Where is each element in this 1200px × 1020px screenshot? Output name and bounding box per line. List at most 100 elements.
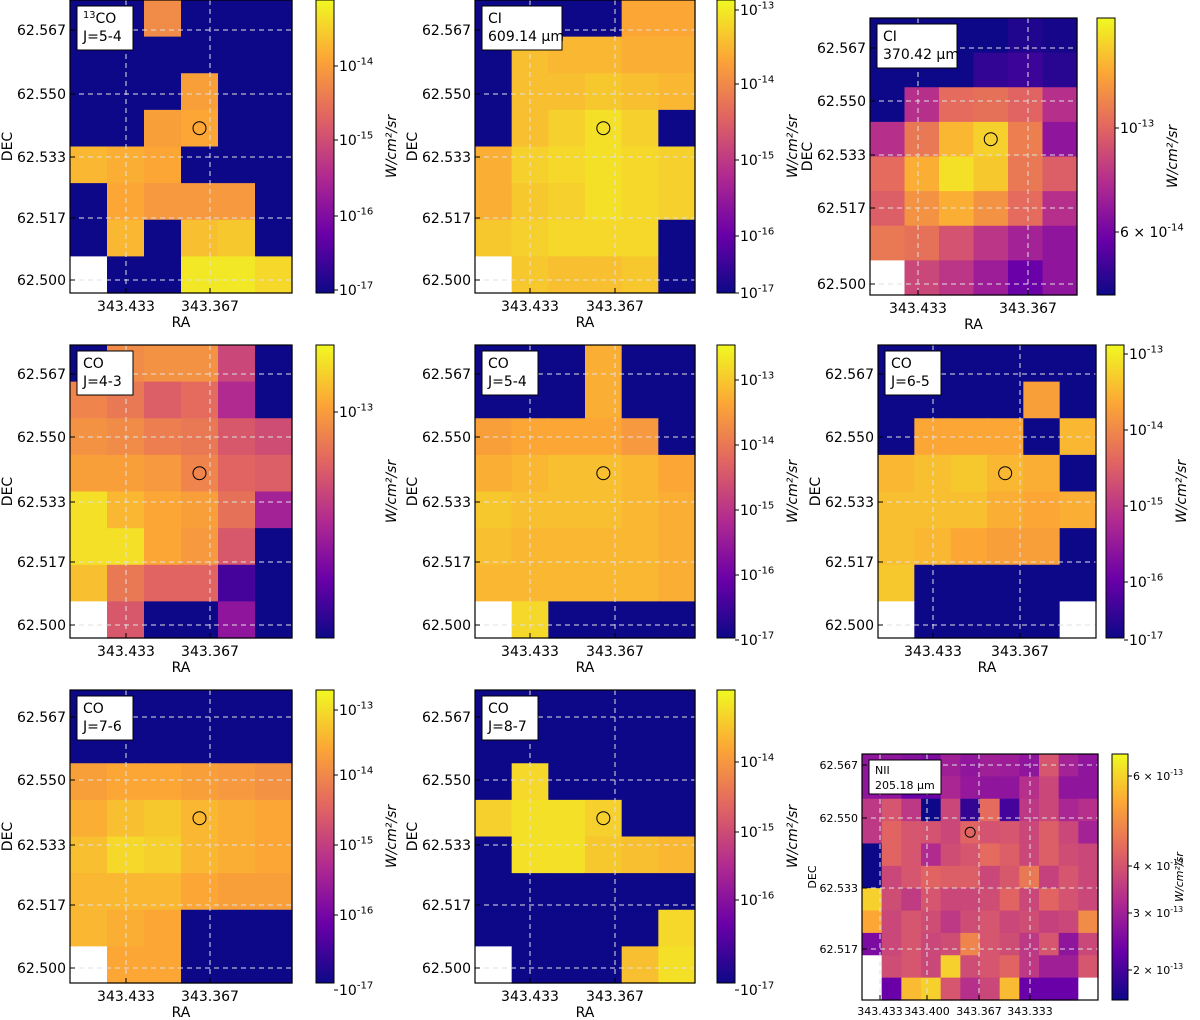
line-label-box	[481, 350, 539, 396]
heatmap-cell	[1039, 932, 1060, 956]
heatmap-cell	[1008, 121, 1044, 158]
line-label: 13CO	[83, 10, 116, 27]
heatmap-cell	[255, 491, 293, 529]
heatmap-cell	[1058, 932, 1079, 956]
colorbar-tick-label: 4 × 10-13	[1133, 858, 1183, 873]
heatmap-cell	[999, 932, 1020, 956]
colorbar-tick-label: 10-16	[740, 227, 774, 245]
y-axis-label: DEC	[0, 132, 16, 162]
heatmap-cell	[218, 183, 256, 221]
heatmap-cell	[921, 955, 942, 979]
heatmap-cell	[621, 763, 659, 801]
heatmap-cell	[940, 977, 961, 1001]
heatmap-cell	[255, 381, 293, 419]
heatmap-cell	[1023, 454, 1061, 493]
heatmap-cell	[881, 865, 902, 889]
heatmap-cell	[1019, 754, 1040, 777]
heatmap-cell	[921, 865, 942, 889]
heatmap-cell	[999, 798, 1020, 822]
x-tick-label: 343.367	[991, 644, 1049, 660]
heatmap-cell	[973, 191, 1009, 227]
heatmap-cell	[658, 946, 696, 984]
heatmap-cell	[658, 219, 696, 257]
heatmap-cell	[70, 564, 108, 602]
heatmap-cell	[621, 454, 659, 493]
heatmap-cell	[548, 726, 586, 764]
heatmap-cell	[1042, 52, 1078, 88]
heatmap-cell	[548, 256, 586, 294]
heatmap-cell	[144, 0, 182, 38]
y-tick-label: 62.567	[17, 23, 66, 39]
heatmap-cell	[255, 183, 293, 221]
heatmap-cell	[658, 726, 696, 764]
heatmap-cell	[1058, 977, 1079, 1001]
heatmap-cell	[218, 381, 256, 419]
heatmap-cell	[181, 690, 219, 728]
colorbar-tick-label: 2 × 10-13	[1133, 962, 1183, 977]
heatmap-cell	[960, 821, 981, 845]
heatmap-cell	[144, 109, 182, 148]
heatmap-cell	[621, 601, 659, 639]
heatmap-cell	[218, 256, 256, 294]
heatmap-cell	[585, 528, 623, 566]
heatmap-cell	[862, 910, 883, 934]
y-tick-label: 62.533	[820, 882, 859, 895]
y-tick-label: 62.500	[422, 618, 471, 634]
colorbar-tick-label: 10-16	[1129, 573, 1163, 591]
heatmap-cell	[218, 564, 256, 602]
colorbar-tick-label: 10-15	[740, 151, 774, 169]
heatmap-cell	[950, 454, 988, 493]
line-label-box	[481, 695, 539, 741]
colorbar	[716, 344, 736, 639]
colorbar-tick-label: 10-16	[339, 906, 373, 924]
colorbar-tick-label: 10-15	[339, 131, 373, 149]
heatmap-cell	[218, 836, 256, 874]
heatmap-cell	[939, 225, 975, 261]
heatmap-cell	[973, 18, 1009, 54]
y-tick-label: 62.567	[817, 41, 866, 57]
heatmap-cell	[255, 836, 293, 874]
heatmap-cell	[940, 910, 961, 934]
heatmap-cell	[870, 191, 906, 227]
heatmap-cell	[218, 73, 256, 111]
heatmap-cell	[475, 946, 513, 984]
heatmap-cell	[621, 146, 659, 184]
heatmap-cell	[255, 528, 293, 566]
colorbar-tick-label: 10-17	[1129, 631, 1163, 649]
heatmap-cell	[987, 528, 1024, 566]
colorbar	[315, 689, 335, 984]
heatmap-cell	[658, 873, 696, 911]
heatmap-cell	[144, 873, 182, 911]
heatmap-cell	[1078, 955, 1099, 979]
heatmap-cell	[1042, 121, 1078, 158]
heatmap-cell	[181, 256, 219, 294]
heatmap-cell	[218, 909, 256, 947]
heatmap-cell	[658, 491, 696, 529]
heatmap-cell	[585, 345, 623, 383]
y-tick-label: 62.567	[422, 367, 471, 383]
heatmap-cell	[218, 491, 256, 529]
heatmap-cell	[1023, 491, 1061, 529]
source-marker	[596, 466, 611, 481]
heatmap-cell	[881, 821, 902, 845]
heatmap-cell	[585, 183, 623, 221]
x-tick-label: 343.367	[586, 644, 644, 660]
x-axis-label: RA	[172, 315, 191, 331]
heatmap-cell	[255, 946, 293, 984]
heatmap-cell	[1019, 955, 1040, 979]
heatmap-cell	[181, 726, 219, 764]
heatmap-cell	[1023, 601, 1061, 639]
heatmap-cell	[218, 601, 256, 639]
y-tick-label: 62.500	[17, 273, 66, 289]
heatmap-cell	[181, 183, 219, 221]
colorbar-tick-label: 10-14	[339, 57, 373, 75]
heatmap-cell	[960, 843, 981, 867]
heatmap-cell	[144, 836, 182, 874]
line-label-transition: 609.14 μm	[488, 29, 564, 45]
colorbar-tick-label: 10-13	[1129, 345, 1163, 363]
y-axis-label: DEC	[808, 477, 824, 507]
heatmap-cell	[939, 87, 975, 123]
heatmap-cell	[999, 776, 1020, 800]
heatmap-cell	[1019, 843, 1040, 867]
